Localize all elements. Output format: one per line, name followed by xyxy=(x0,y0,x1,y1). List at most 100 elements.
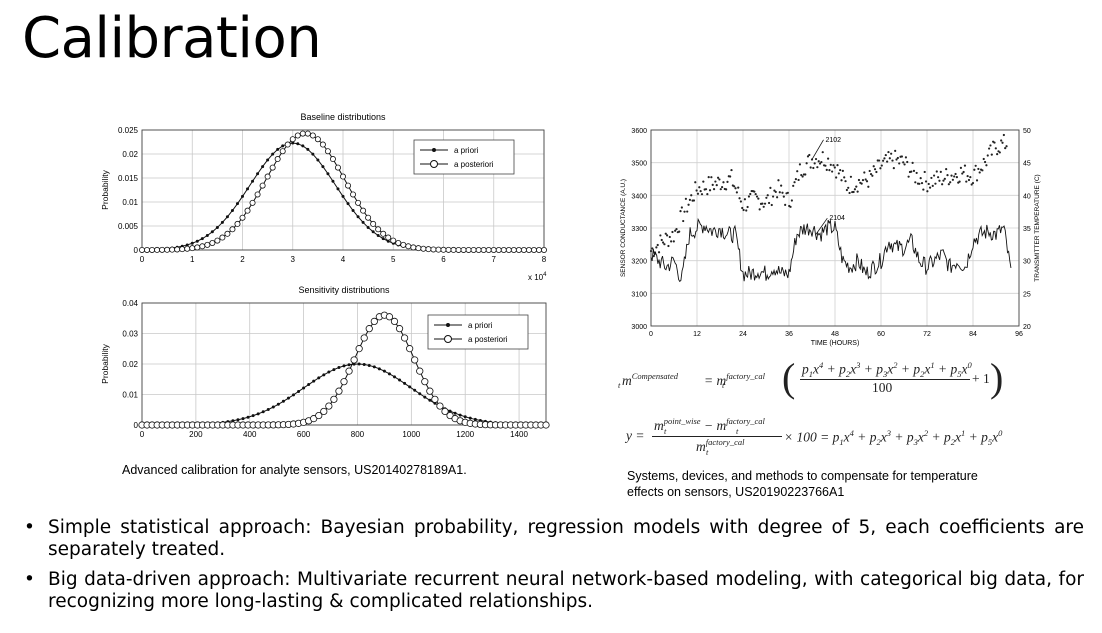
data-point-a-priori xyxy=(206,234,209,237)
conductance-point xyxy=(885,154,887,156)
conductance-point xyxy=(846,189,848,191)
conductance-point xyxy=(867,186,869,188)
data-point-a-posteriori xyxy=(220,235,225,240)
data-point-a-priori xyxy=(231,209,234,212)
data-point-a-posteriori xyxy=(326,403,332,409)
conductance-point xyxy=(983,158,985,160)
data-point-a-priori xyxy=(321,165,324,168)
conductance-point xyxy=(843,176,845,178)
conductance-point xyxy=(964,165,966,167)
data-point-a-priori xyxy=(236,202,239,205)
chart-title: Baseline distributions xyxy=(300,112,386,122)
conductance-point xyxy=(893,167,895,169)
conductance-point xyxy=(669,236,671,238)
data-point-a-posteriori xyxy=(250,200,255,205)
data-point-a-posteriori xyxy=(441,247,446,252)
data-point-a-posteriori xyxy=(366,215,371,220)
conductance-point xyxy=(738,197,740,199)
conductance-point xyxy=(776,196,778,198)
conductance-point xyxy=(852,191,854,193)
conductance-point xyxy=(687,204,689,206)
conductance-point xyxy=(844,180,846,182)
x-tick-label: 84 xyxy=(969,331,977,338)
data-point-a-posteriori xyxy=(427,388,433,394)
conductance-point xyxy=(816,166,818,168)
conductance-point xyxy=(661,239,663,241)
conductance-point xyxy=(1005,145,1007,147)
data-point-a-posteriori xyxy=(386,235,391,240)
data-point-a-priori xyxy=(464,415,467,418)
x-tick-label: 200 xyxy=(189,430,203,439)
conductance-point xyxy=(710,176,712,178)
data-point-a-posteriori xyxy=(200,244,205,249)
data-point-a-posteriori xyxy=(426,247,431,252)
eq1-m: m xyxy=(622,373,632,388)
conductance-point xyxy=(720,188,722,190)
conductance-point xyxy=(681,206,683,208)
conductance-point xyxy=(941,183,943,185)
conductance-point xyxy=(912,162,914,164)
conductance-point xyxy=(908,176,910,178)
y-tick-label: 0.015 xyxy=(118,174,139,183)
conductance-point xyxy=(879,167,881,169)
conductance-point xyxy=(705,188,707,190)
data-point-a-posteriori xyxy=(190,246,195,251)
data-point-a-posteriori xyxy=(356,345,362,351)
conductance-point xyxy=(827,158,829,160)
legend-label: a posteriori xyxy=(454,160,494,169)
conductance-point xyxy=(918,183,920,185)
conductance-point xyxy=(697,193,699,195)
conductance-point xyxy=(887,151,889,153)
data-point-a-posteriori xyxy=(456,247,461,252)
conductance-point xyxy=(839,169,841,171)
conductance-point xyxy=(810,166,812,168)
data-point-a-priori xyxy=(251,180,254,183)
eq1-rhs-sub: t xyxy=(722,380,724,390)
conductance-point xyxy=(866,180,868,182)
eq2-lhs: y = xyxy=(626,428,644,444)
conductance-point xyxy=(722,181,724,183)
data-point-a-posteriori xyxy=(461,247,466,252)
data-point-a-priori xyxy=(336,187,339,190)
data-point-a-posteriori xyxy=(165,247,170,252)
y-right-axis-label: TRANSMITTER TEMPERATURE (C) xyxy=(1034,174,1041,281)
conductance-point xyxy=(795,178,797,180)
legend-label: a priori xyxy=(454,146,479,155)
data-point-a-posteriori xyxy=(412,357,418,363)
y-right-tick-label: 35 xyxy=(1023,226,1031,233)
legend-label: a priori xyxy=(468,321,493,330)
data-point-a-priori xyxy=(307,383,310,386)
data-point-a-priori xyxy=(469,417,472,420)
conductance-point xyxy=(930,177,932,179)
conductance-point xyxy=(793,181,795,183)
conductance-point xyxy=(869,170,871,172)
conductance-point xyxy=(756,195,758,197)
annotation-leader xyxy=(812,140,824,160)
data-point-a-priori xyxy=(377,234,380,237)
eq2-den-sub: t xyxy=(706,447,708,457)
data-point-a-priori xyxy=(316,158,319,161)
data-point-a-priori xyxy=(297,390,300,393)
conductance-point xyxy=(662,241,664,243)
conductance-point xyxy=(881,164,883,166)
conductance-point xyxy=(969,176,971,178)
data-point-a-posteriori xyxy=(255,192,260,197)
annotation-2102: 2102 xyxy=(826,137,842,144)
conductance-point xyxy=(832,164,834,166)
data-point-a-posteriori xyxy=(437,403,443,409)
eq1-lhs-sup: Compensated xyxy=(632,371,678,381)
x-tick-label: 7 xyxy=(492,255,497,264)
data-point-a-posteriori xyxy=(446,247,451,252)
data-point-a-priori xyxy=(306,148,309,151)
conductance-point xyxy=(747,206,749,208)
legend-marker xyxy=(432,148,436,152)
conductance-point xyxy=(979,171,981,173)
data-point-a-posteriori xyxy=(185,246,190,251)
conductance-point xyxy=(950,174,952,176)
annotation-2104: 2104 xyxy=(829,215,845,222)
conductance-point xyxy=(934,183,936,185)
conductance-point xyxy=(968,179,970,181)
data-point-a-priori xyxy=(403,382,406,385)
data-point-a-priori xyxy=(454,412,457,415)
bullet-data-driven-approach: Big data-driven approach: Multivariate r… xyxy=(22,569,1084,613)
